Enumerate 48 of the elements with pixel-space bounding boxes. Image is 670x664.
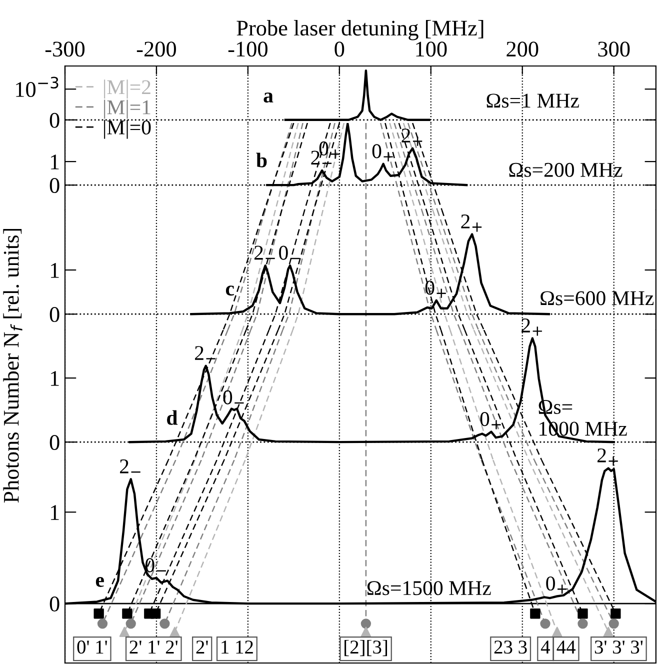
y-tick-label: 1 — [50, 371, 59, 386]
annotation: 3' 3' 3' — [594, 640, 643, 654]
annotation: 0' 1' — [77, 640, 108, 654]
legend-label: |M|=0 — [104, 120, 151, 139]
legend-label: |M|=1 — [104, 100, 150, 119]
annotation: [2][3] — [344, 640, 388, 656]
annotation: Ωs=1 MHz — [486, 94, 579, 108]
y-axis-title: Photons Number N$_{f}$ [rel. units] — [3, 228, 22, 503]
annotation: Ωs=600 MHz — [540, 291, 654, 306]
y-tick-label: 0 — [50, 596, 60, 612]
annotation: c — [226, 286, 234, 296]
annotation: 0$_{+}$ — [372, 144, 393, 162]
x-tick-label: 200 — [506, 42, 538, 57]
y-tick-label: 1 — [50, 154, 59, 170]
annotation: 4 — [540, 640, 550, 654]
annotation: 0$_{−}$ — [223, 390, 244, 404]
annotation: 1 12 — [222, 640, 253, 654]
x-axis-title: Probe laser detuning [MHz] — [236, 20, 484, 40]
annotation: b — [256, 152, 267, 168]
y-tick-label: 10$^{−3}$ — [16, 76, 58, 98]
legend-label: |M|=2 — [104, 80, 150, 99]
annotation: 2$_{+}$ — [461, 214, 482, 232]
x-tick-label: -100 — [228, 42, 268, 57]
annotation: 0$_{+}$ — [546, 576, 567, 594]
annotation: 2' 1' 2' — [130, 640, 178, 654]
annotation: 2' — [196, 640, 208, 654]
annotation: 0$_{+}$ — [425, 280, 446, 298]
x-tick-label: -300 — [45, 42, 85, 57]
annotation: 2$_{+}$ — [522, 318, 542, 336]
annotation: Ωs=1500 MHz — [367, 581, 491, 596]
y-tick-label: 0 — [50, 435, 60, 450]
x-tick-label: 300 — [598, 42, 630, 57]
annotation: 0$_{+}$ — [480, 412, 501, 430]
annotation: d — [167, 410, 178, 425]
annotation: 44 — [556, 640, 576, 654]
x-tick-label: 100 — [416, 42, 447, 57]
y-tick-label: 0 — [50, 112, 60, 128]
annotation: 23 3 — [494, 640, 527, 654]
y-tick-label: 1 — [50, 263, 59, 278]
annotation: a — [264, 92, 274, 103]
annotation: e — [96, 577, 104, 587]
y-tick-label: 1 — [50, 505, 59, 520]
annotation: 2$_{−}$ — [120, 459, 140, 474]
y-tick-label: 0 — [50, 307, 60, 322]
y-tick-label: 0 — [50, 178, 60, 194]
x-tick-label: -200 — [136, 42, 176, 57]
annotation: Ωs=200 MHz — [509, 162, 622, 177]
x-tick-label: 0 — [334, 42, 344, 57]
